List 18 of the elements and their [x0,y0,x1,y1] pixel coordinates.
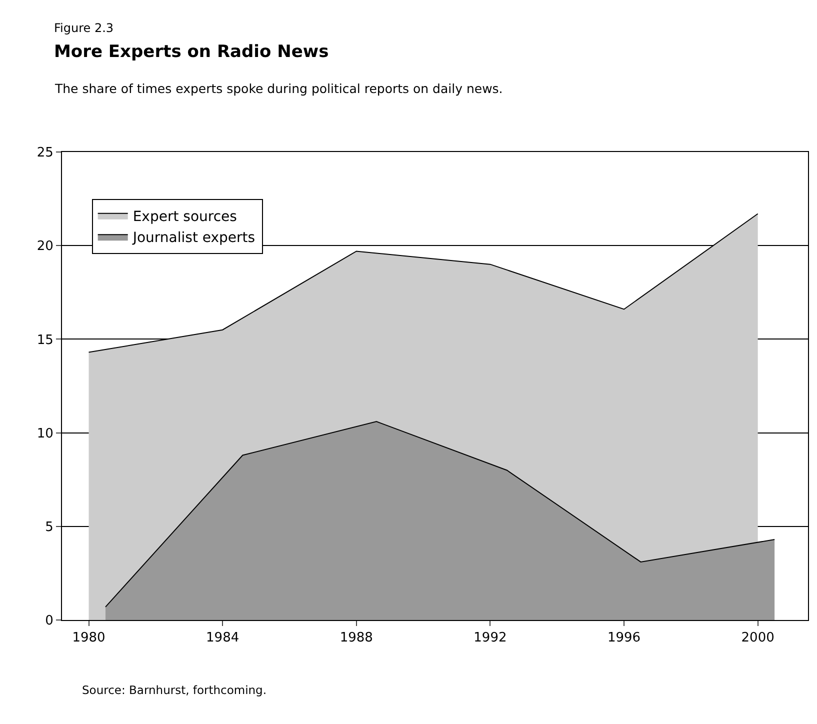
x-tick-label: 2000 [741,630,774,646]
y-tick-label: 15 [36,332,54,348]
x-tick-label: 1996 [607,630,641,646]
x-tick-label: 1992 [474,630,507,646]
chart-subtitle: The share of times experts spoke during political reports on daily news. [54,81,503,96]
x-tick-label: 1980 [72,630,106,646]
x-tick-label: 1988 [340,630,373,646]
chart-title: More Experts on Radio News [54,42,329,62]
legend-label: Journalist experts [132,230,256,246]
y-tick-label: 0 [45,614,54,629]
y-tick-label: 10 [36,426,54,442]
caption: Figure 2.3 [54,21,114,35]
y-tick-label: 25 [36,146,54,161]
legend-label: Expert sources [132,208,237,225]
source-note: Source: Barnhurst, forthcoming. [82,683,267,697]
y-tick-label: 20 [36,239,54,254]
x-tick-label: 1984 [206,630,240,646]
y-tick-label: 5 [45,520,54,535]
